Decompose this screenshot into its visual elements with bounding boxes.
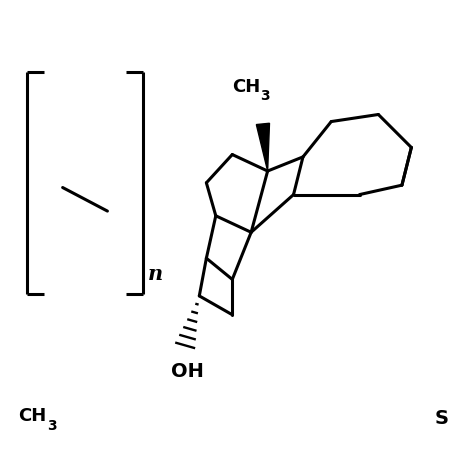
Text: CH: CH	[232, 78, 261, 96]
Text: S: S	[435, 409, 449, 428]
Text: 3: 3	[261, 89, 270, 103]
Text: OH: OH	[171, 362, 204, 381]
Text: CH: CH	[18, 408, 46, 426]
Text: n: n	[147, 264, 163, 284]
Text: 3: 3	[47, 419, 57, 433]
Polygon shape	[256, 123, 270, 171]
